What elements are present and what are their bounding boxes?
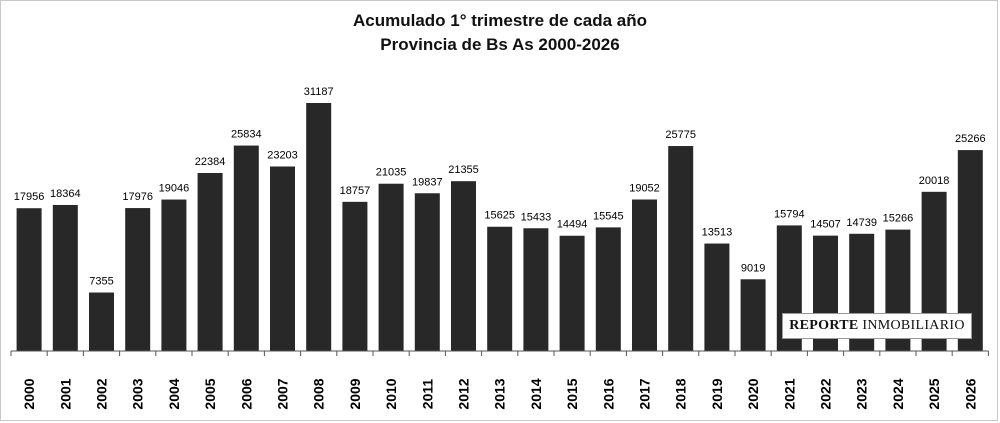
value-label-2010: 21035 [376,167,407,179]
value-label-2018: 25775 [665,129,696,141]
value-label-2016: 15545 [593,210,624,222]
x-tick-label-2017: 2017 [637,378,653,409]
x-tick-label-2003: 2003 [130,378,146,409]
value-label-2013: 15625 [484,210,515,222]
x-tick-label-2009: 2009 [347,378,363,409]
value-label-2011: 19837 [412,176,443,188]
value-label-2024: 15266 [883,213,914,225]
x-axis: 2000 2001 2002 2003 2004 2005 2006 2007 2008 2009… [10,350,989,410]
bar-2016 [595,227,621,351]
value-label-2025: 20018 [919,175,950,187]
x-tick-label-2007: 2007 [275,378,291,409]
x-tick-label-2016: 2016 [600,378,616,409]
bar-2001 [52,204,78,351]
x-tick-label-2012: 2012 [456,378,472,409]
value-labels-group: 17956 18364 7355 17976 19046 22384 25834 23203 3… [14,86,986,288]
value-label-2001: 18364 [50,188,81,200]
bar-2008 [306,103,332,351]
bar-2003 [125,208,151,351]
value-label-2000: 17956 [14,191,45,203]
value-label-2003: 17976 [122,191,153,203]
x-tick-label-2015: 2015 [564,378,580,409]
value-label-2005: 22384 [195,156,226,168]
x-tick-label-2014: 2014 [528,378,544,409]
value-label-2019: 13513 [702,227,733,239]
x-tick-label-2005: 2005 [202,378,218,409]
x-tick-label-2025: 2025 [926,378,942,409]
bar-2012 [451,181,476,351]
value-label-2022: 14507 [810,219,841,231]
x-tick-label-2018: 2018 [673,378,689,409]
x-tick-label-2023: 2023 [854,378,870,409]
bar-2009 [342,201,368,351]
bar-2006 [233,145,259,351]
bar-2014 [523,228,549,351]
value-label-2006: 25834 [231,129,262,141]
bar-2000 [16,208,42,351]
x-tick-label-2021: 2021 [781,378,797,409]
value-label-2012: 21355 [448,164,479,176]
x-tick-label-2022: 2022 [818,378,834,409]
value-label-2023: 14739 [846,217,877,229]
x-tick-label-2013: 2013 [492,378,508,409]
chart-subtitle: Provincia de Bs As 2000-2026 [380,35,620,54]
value-label-2008: 31187 [304,86,334,98]
chart-title: Acumulado 1° trimestre de cada año [353,11,647,30]
value-label-2015: 14494 [557,219,588,231]
x-tick-label-2020: 2020 [745,378,761,409]
bar-2007 [270,166,295,351]
x-tick-label-2011: 2011 [419,379,435,410]
value-label-2026: 25266 [955,133,986,145]
bar-2020 [740,279,766,351]
value-label-2020: 9019 [741,262,765,274]
bar-2015 [559,235,585,351]
value-label-2009: 18757 [340,185,371,197]
value-label-2004: 19046 [159,183,190,195]
x-tick-label-2010: 2010 [383,378,399,409]
x-tick-label-2019: 2019 [709,378,725,409]
bar-2004 [161,199,187,351]
x-tick-label-2002: 2002 [94,378,110,409]
value-label-2002: 7355 [89,276,113,288]
bar-2011 [414,193,440,351]
bar-2017 [632,199,657,351]
x-tick-label-2008: 2008 [311,378,327,409]
value-label-2014: 15433 [521,211,552,223]
x-tick-label-2004: 2004 [166,378,182,409]
x-tick-label-2001: 2001 [57,378,73,409]
watermark-logo: REPORTE INMOBILIARIO [782,313,972,339]
x-tick-label-2006: 2006 [238,378,254,409]
value-label-2017: 19052 [629,182,660,194]
bar-2002 [89,292,114,351]
value-label-2007: 23203 [267,149,298,161]
bar-2005 [197,173,223,351]
x-tick-label-2026: 2026 [962,378,978,409]
bar-2018 [668,146,694,351]
x-tick-label-2024: 2024 [890,378,906,409]
value-label-2021: 15794 [774,208,805,220]
bar-2013 [487,226,513,351]
bar-2019 [704,243,730,351]
bar-2010 [378,183,404,351]
x-tick-label-2000: 2000 [21,378,37,409]
